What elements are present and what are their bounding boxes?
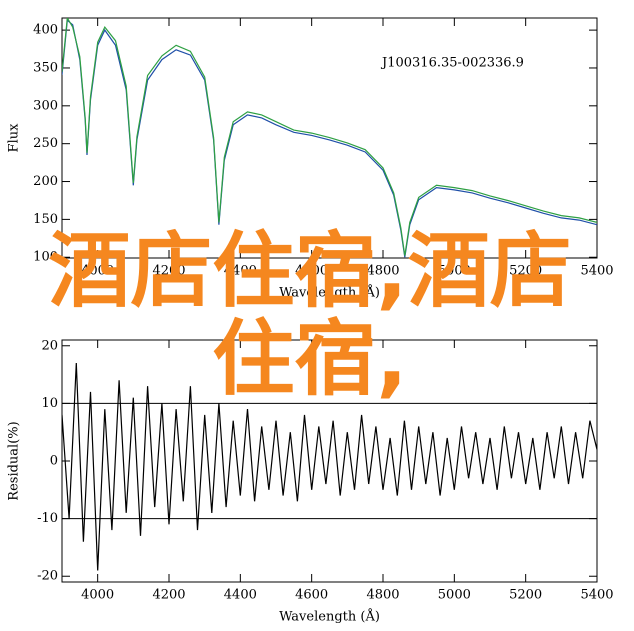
x-tick-label: 4200 xyxy=(152,588,185,603)
x-tick-label: 5400 xyxy=(580,264,613,279)
overlay-text: 酒店住宿,酒店住宿, xyxy=(48,224,572,407)
y-tick-label: 350 xyxy=(33,60,58,75)
plot-frame xyxy=(61,17,598,259)
y-tick-label: -10 xyxy=(37,511,58,526)
x-axis-label: Wavelength (Å) xyxy=(279,609,380,625)
x-tick-label: 4600 xyxy=(295,588,328,603)
y-tick-label: 20 xyxy=(41,338,58,353)
x-tick-label: 5400 xyxy=(580,588,613,603)
x-tick-label: 4200 xyxy=(152,264,185,279)
x-tick-label: 4800 xyxy=(366,588,399,603)
x-axis-label: Wavelength (Å) xyxy=(279,285,380,301)
y-tick-label: 150 xyxy=(33,212,58,227)
x-tick-label: 4800 xyxy=(366,264,399,279)
x-tick-label: 4400 xyxy=(224,588,257,603)
y-tick-label: 100 xyxy=(33,250,58,265)
data-line xyxy=(62,362,597,571)
x-tick-label: 4000 xyxy=(81,588,114,603)
x-tick-label: 5000 xyxy=(438,264,471,279)
y-tick-label: 250 xyxy=(33,136,58,151)
y-tick-label: 200 xyxy=(33,174,58,189)
data-line xyxy=(62,18,597,256)
data-line xyxy=(62,19,597,258)
y-tick-label: 0 xyxy=(50,454,58,469)
annotation: J100316.35-002336.9 xyxy=(380,56,524,71)
y-tick-label: 400 xyxy=(33,23,58,38)
y-tick-label: 300 xyxy=(33,98,58,113)
x-tick-label: 4600 xyxy=(295,264,328,279)
x-tick-label: 5000 xyxy=(438,588,471,603)
x-tick-label: 4400 xyxy=(224,264,257,279)
y-axis-label: Residual(%) xyxy=(7,421,22,500)
x-tick-label: 5200 xyxy=(509,264,542,279)
x-tick-label: 5200 xyxy=(509,588,542,603)
y-tick-label: 10 xyxy=(41,396,58,411)
x-tick-label: 4000 xyxy=(81,264,114,279)
y-tick-label: -20 xyxy=(37,569,58,584)
y-axis-label: Flux xyxy=(7,123,22,153)
